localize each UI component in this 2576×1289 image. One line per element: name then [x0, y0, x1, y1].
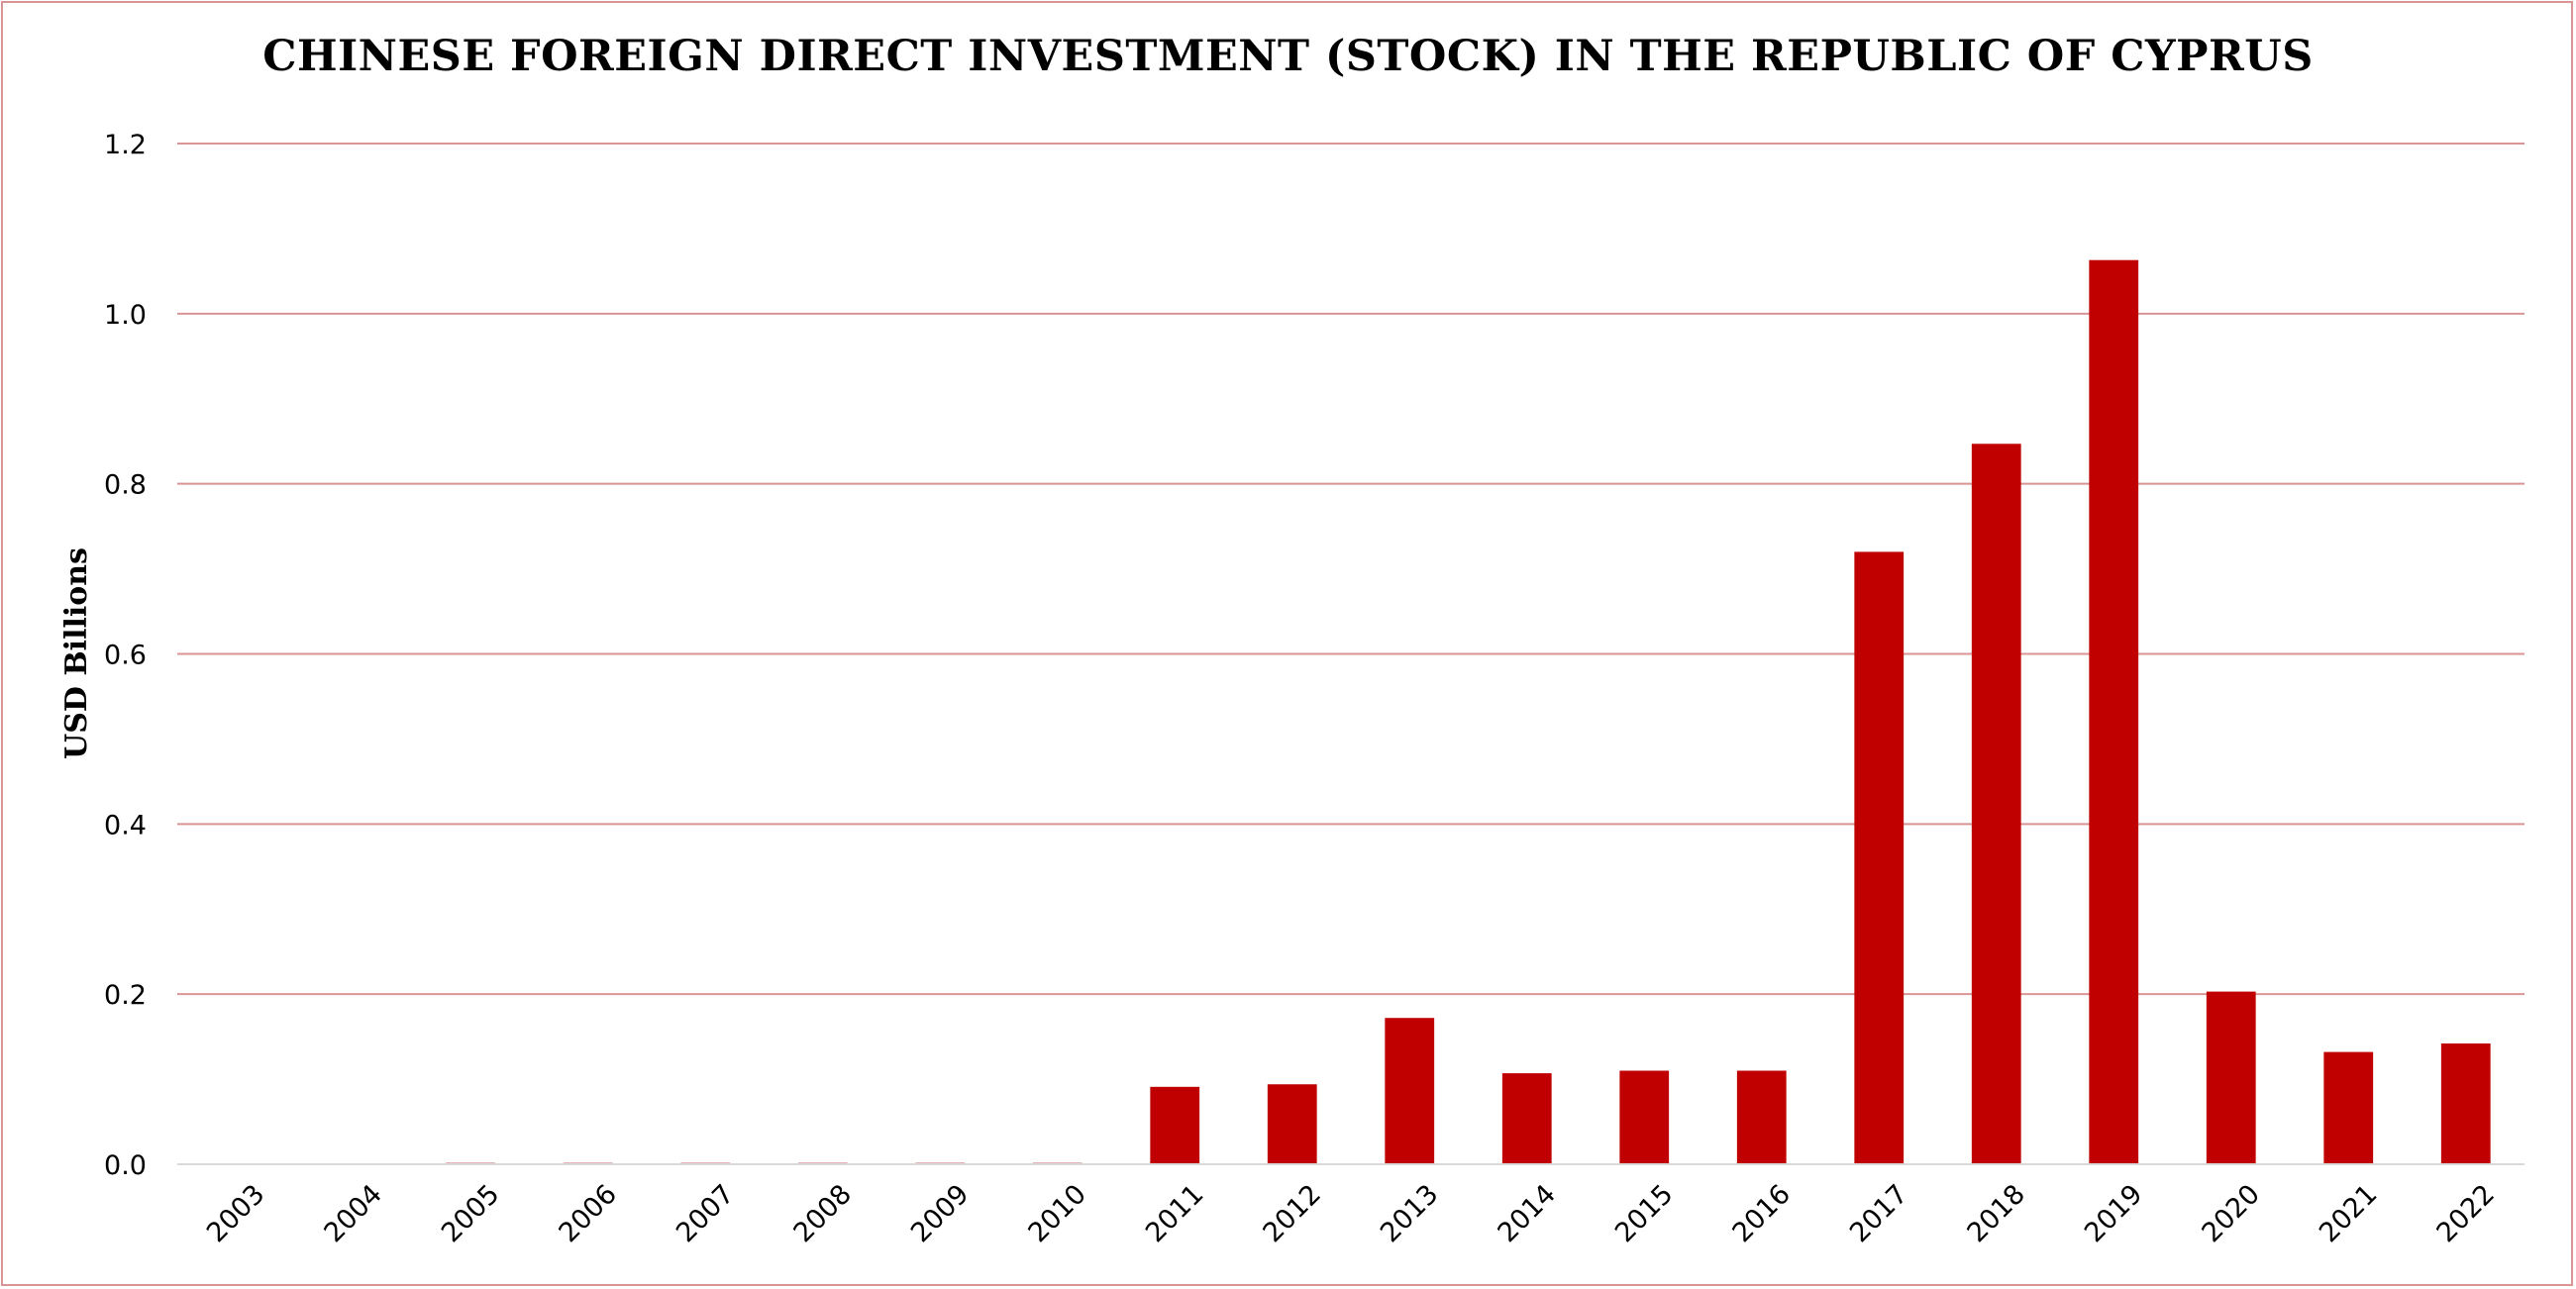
- y-axis-label: USD Billions: [59, 547, 94, 759]
- x-tick-label: 2020: [2196, 1179, 2266, 1249]
- bar-2016: [1736, 1070, 1787, 1164]
- x-tick-label: 2014: [1492, 1179, 1562, 1249]
- y-tick-label: 1.2: [104, 130, 147, 160]
- x-tick-label: 2013: [1375, 1179, 1445, 1249]
- x-tick-label: 2011: [1140, 1179, 1210, 1249]
- bar-2011: [1150, 1086, 1200, 1164]
- x-tick-label: 2006: [553, 1179, 623, 1249]
- y-tick-label: 0.4: [104, 810, 147, 841]
- bars: [446, 259, 2491, 1165]
- x-tick-label: 2009: [905, 1179, 976, 1249]
- bar-2018: [1971, 444, 2021, 1164]
- x-tick-label: 2019: [2079, 1179, 2149, 1249]
- x-tick-label: 2018: [1961, 1179, 2031, 1249]
- bar-2021: [2323, 1051, 2374, 1164]
- x-tick-label: 2016: [1726, 1179, 1797, 1249]
- bar-2012: [1267, 1084, 1317, 1164]
- bar-2019: [2089, 259, 2139, 1165]
- x-tick-label: 2003: [201, 1179, 271, 1249]
- bar-2014: [1501, 1073, 1552, 1164]
- y-tick-label: 0.8: [104, 470, 147, 501]
- y-tick-label: 0.0: [104, 1150, 147, 1181]
- bar-2015: [1619, 1070, 1670, 1164]
- x-tick-label: 2008: [787, 1179, 858, 1249]
- y-tick-label: 1.0: [104, 300, 147, 331]
- bar-2017: [1854, 551, 1905, 1164]
- x-tick-label: 2007: [670, 1179, 741, 1249]
- bar-2020: [2206, 991, 2256, 1164]
- x-tick-label: 2010: [1022, 1179, 1092, 1249]
- y-tick-label: 0.2: [104, 980, 147, 1011]
- x-tick-label: 2005: [436, 1179, 506, 1249]
- x-tick-label: 2021: [2314, 1179, 2384, 1249]
- x-tick-label: 2004: [318, 1179, 388, 1249]
- x-tick-label: 2012: [1257, 1179, 1327, 1249]
- x-tick-label: 2022: [2430, 1179, 2501, 1249]
- x-tick-label: 2015: [1609, 1179, 1680, 1249]
- bar-2013: [1385, 1018, 1435, 1164]
- y-tick-label: 0.6: [104, 641, 147, 671]
- x-tick-label: 2017: [1844, 1179, 1914, 1249]
- gridlines: [177, 143, 2524, 996]
- x-tick-labels: 2003 2004 2005 2006 2007 2008 2009 2010 2011 2012…: [201, 1179, 2501, 1249]
- chart-title: CHINESE FOREIGN DIRECT INVESTMENT (STOCK…: [262, 32, 2314, 81]
- bar-2022: [2440, 1042, 2491, 1164]
- y-tick-labels: 0.0 0.2 0.4 0.6 0.8 1.0 1.2: [104, 130, 147, 1181]
